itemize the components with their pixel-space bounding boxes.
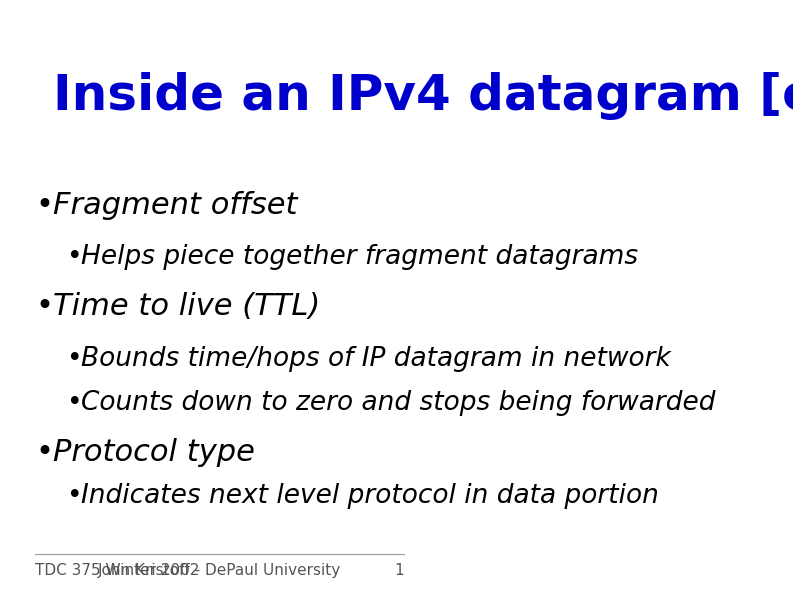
Text: Inside an IPv4 datagram [cont.]: Inside an IPv4 datagram [cont.] <box>52 72 793 120</box>
Text: Helps piece together fragment datagrams: Helps piece together fragment datagrams <box>82 244 638 271</box>
Text: Protocol type: Protocol type <box>52 438 255 467</box>
Text: Bounds time/hops of IP datagram in network: Bounds time/hops of IP datagram in netwo… <box>82 346 671 372</box>
Text: •: • <box>66 483 82 509</box>
Text: Fragment offset: Fragment offset <box>52 191 297 220</box>
Text: •: • <box>35 438 53 467</box>
Text: •: • <box>35 191 53 220</box>
Text: •: • <box>66 244 82 271</box>
Text: •: • <box>66 390 82 417</box>
Text: Counts down to zero and stops being forwarded: Counts down to zero and stops being forw… <box>82 390 716 417</box>
Text: Indicates next level protocol in data portion: Indicates next level protocol in data po… <box>82 483 659 509</box>
Text: TDC 375 Winter 2002: TDC 375 Winter 2002 <box>35 563 200 578</box>
Text: John Kristoff - DePaul University: John Kristoff - DePaul University <box>98 563 341 578</box>
Text: 1: 1 <box>395 563 404 578</box>
Text: •: • <box>35 292 53 321</box>
Text: •: • <box>66 346 82 372</box>
Text: Time to live (TTL): Time to live (TTL) <box>52 292 320 321</box>
